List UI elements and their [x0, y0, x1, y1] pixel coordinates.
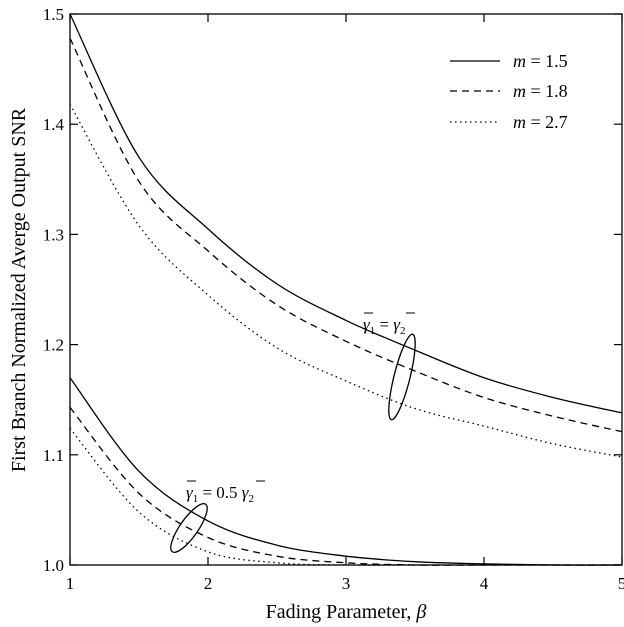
annotation-ellipse-upper	[388, 333, 416, 421]
y-tick-label-0: 1.0	[43, 556, 64, 575]
svg-text:γ1 = γ2: γ1 = γ2	[363, 315, 406, 337]
y-tick-label-3: 1.3	[43, 225, 64, 244]
x-tick-label-2: 3	[342, 574, 351, 593]
y-tick-label-2: 1.2	[43, 336, 64, 355]
svg-text:γ1 = 0.5 γ2: γ1 = 0.5 γ2	[186, 483, 254, 505]
legend-entry-2: m = 1.8	[513, 81, 568, 101]
annotation-ellipse-lower	[170, 503, 208, 553]
x-tick-label-4: 5	[618, 574, 624, 593]
y-axis-label: First Branch Normalized Averge Output SN…	[8, 107, 30, 472]
y-tick-label-1: 1.1	[43, 446, 64, 465]
series-half-m1_8	[69, 406, 622, 566]
series-half-m1_5	[69, 377, 623, 566]
x-axis-label: Fading Parameter, β	[266, 601, 427, 623]
x-tick-label-0: 1	[66, 574, 75, 593]
series-equal-m1_8	[69, 37, 623, 433]
series-half-m2_7	[69, 427, 622, 566]
annotation-half-snr: γ1 = 0.5 γ2	[170, 480, 265, 553]
legend-entry-3: m = 2.7	[513, 112, 568, 132]
legend-entry-1: m = 1.5	[513, 51, 568, 71]
axis-ticks: 1 2 3 4 5 1.0 1.1 1.2 1.3 1.4 1.5	[43, 5, 624, 593]
legend: m = 1.5 m = 1.8 m = 2.7	[450, 51, 568, 132]
series-equal-m1_5	[69, 13, 623, 414]
series-equal-m2_7	[69, 104, 623, 458]
y-tick-label-4: 1.4	[43, 115, 65, 134]
y-tick-label-5: 1.5	[43, 5, 64, 24]
x-tick-label-3: 4	[480, 574, 489, 593]
x-tick-label-1: 2	[204, 574, 213, 593]
annotation-equal-snr: γ1 = γ2	[363, 312, 416, 421]
